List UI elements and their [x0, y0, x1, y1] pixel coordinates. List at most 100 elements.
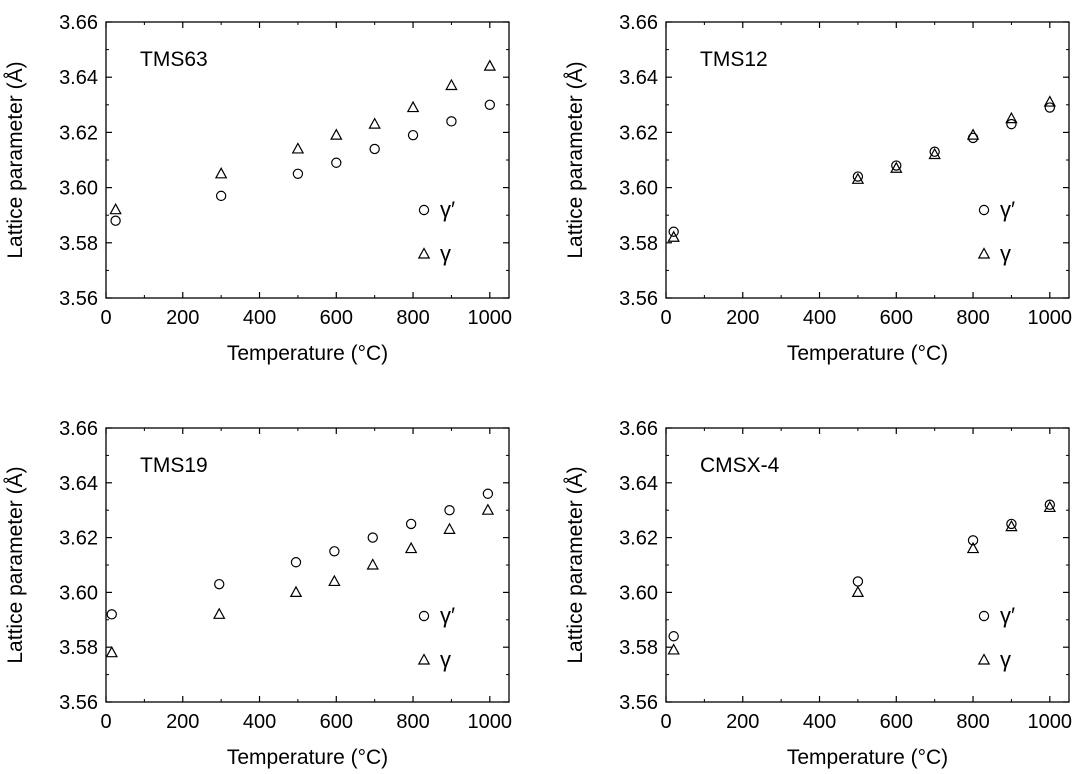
y-tick-label: 3.62: [59, 528, 98, 550]
y-tick-label: 3.66: [59, 418, 98, 440]
data-point-circle: [1044, 102, 1056, 113]
data-point-circle: [405, 518, 417, 530]
legend-marker-triangle: [977, 653, 991, 665]
x-tick-label: 400: [803, 711, 836, 733]
data-point-circle: [367, 532, 378, 543]
data-point-circle: [1006, 118, 1017, 130]
data-point-triangle: [851, 585, 865, 598]
y-axis-title: Lattice parameter (Å): [4, 466, 27, 663]
series-gamma: [667, 500, 1057, 655]
data-point-triangle: [406, 100, 420, 113]
data-point-circle: [106, 609, 117, 620]
y-tick-label: 3.58: [59, 233, 98, 255]
x-axis-title: Temperature (°C): [227, 342, 388, 365]
data-point-circle: [407, 129, 419, 141]
legend: γ′ γ: [417, 197, 455, 266]
data-point-triangle: [213, 607, 226, 619]
x-tick-label: 600: [320, 711, 353, 733]
data-point-triangle: [483, 59, 497, 71]
y-tick-label: 3.66: [619, 418, 658, 440]
y-tick-label: 3.56: [619, 288, 658, 310]
data-point-triangle: [1005, 519, 1018, 532]
chart-panel-1: 0 200 400 600 800 1000 3.56 3.58 3.60 3.62 3.64 3.6…: [564, 12, 1072, 365]
legend: γ′ γ: [977, 603, 1015, 672]
x-tick-label: 800: [396, 307, 429, 329]
panel-title: TMS12: [700, 48, 768, 71]
data-point-circle: [329, 546, 340, 557]
data-point-triangle: [366, 558, 379, 570]
series-gamma: [109, 59, 497, 215]
data-point-circle: [214, 578, 225, 590]
data-point-triangle: [443, 522, 456, 534]
y-tick-label: 3.60: [619, 178, 658, 200]
data-point-triangle: [667, 230, 680, 242]
x-tick-label: 800: [956, 307, 989, 329]
x-tick-label: 200: [726, 711, 759, 733]
data-point-circle: [110, 215, 121, 226]
legend-label: γ′: [440, 603, 455, 628]
data-point-triangle: [289, 585, 303, 598]
x-tick-label: 800: [956, 711, 989, 733]
legend-marker-triangle: [417, 653, 431, 665]
data-point-triangle: [109, 202, 122, 215]
y-tick-label: 3.56: [59, 692, 98, 714]
y-tick-label: 3.62: [619, 528, 658, 550]
panel-title: CMSX-4: [700, 454, 780, 477]
x-tick-label: 400: [243, 711, 276, 733]
y-tick-label: 3.58: [59, 637, 98, 659]
x-tick-label: 600: [320, 307, 353, 329]
legend-label: γ: [440, 647, 451, 672]
data-point-triangle: [291, 142, 305, 154]
y-tick-label: 3.60: [619, 582, 658, 604]
legend-marker-triangle: [417, 247, 431, 259]
series-gamma-prime: [668, 499, 1056, 642]
data-point-circle: [1044, 499, 1056, 510]
panel-title: TMS19: [140, 454, 208, 477]
data-point-triangle: [330, 128, 343, 140]
data-point-circle: [852, 171, 864, 182]
y-tick-label: 3.66: [619, 12, 658, 34]
legend-marker-circle: [978, 204, 990, 216]
legend-label: γ′: [1000, 197, 1015, 222]
legend-marker-triangle: [977, 247, 991, 259]
legend: γ′ γ: [977, 197, 1015, 266]
data-point-triangle: [966, 541, 980, 554]
legend-marker-circle: [418, 610, 430, 622]
panel-title: TMS63: [140, 48, 208, 71]
data-point-triangle: [966, 128, 980, 140]
data-point-circle: [1006, 518, 1017, 530]
y-tick-label: 3.58: [619, 233, 658, 255]
data-point-circle: [446, 116, 457, 127]
legend: γ′ γ: [417, 603, 455, 672]
x-tick-label: 400: [803, 307, 836, 329]
x-tick-label: 400: [243, 307, 276, 329]
data-point-triangle: [404, 541, 418, 554]
data-point-triangle: [445, 78, 458, 91]
legend-label: γ′: [1000, 603, 1015, 628]
y-tick-label: 3.64: [59, 473, 98, 495]
x-tick-label: 800: [396, 711, 429, 733]
x-tick-label: 1000: [468, 711, 513, 733]
data-point-circle: [929, 146, 940, 157]
x-axis-title: Temperature (°C): [787, 342, 948, 365]
y-tick-label: 3.60: [59, 178, 98, 200]
y-tick-label: 3.64: [619, 67, 658, 89]
y-tick-label: 3.66: [59, 12, 98, 34]
x-axis-title: Temperature (°C): [787, 746, 948, 769]
x-tick-label: 600: [880, 711, 913, 733]
data-point-triangle: [481, 503, 495, 515]
y-axis-title: Lattice parameter (Å): [564, 61, 587, 258]
x-tick-label: 200: [726, 307, 759, 329]
data-point-triangle: [928, 147, 941, 160]
x-tick-label: 1000: [468, 307, 513, 329]
chart-panel-2: 0 200 400 600 800 1000 3.56 3.58 3.60 3.62 3.64 3.6…: [4, 418, 512, 769]
data-point-circle: [852, 576, 864, 587]
x-tick-label: 600: [880, 307, 913, 329]
series-gamma-prime: [668, 102, 1056, 237]
y-tick-label: 3.62: [619, 122, 658, 144]
y-tick-label: 3.58: [619, 637, 658, 659]
data-point-circle: [967, 535, 979, 546]
data-point-triangle: [667, 643, 680, 655]
legend-marker-circle: [978, 610, 990, 622]
